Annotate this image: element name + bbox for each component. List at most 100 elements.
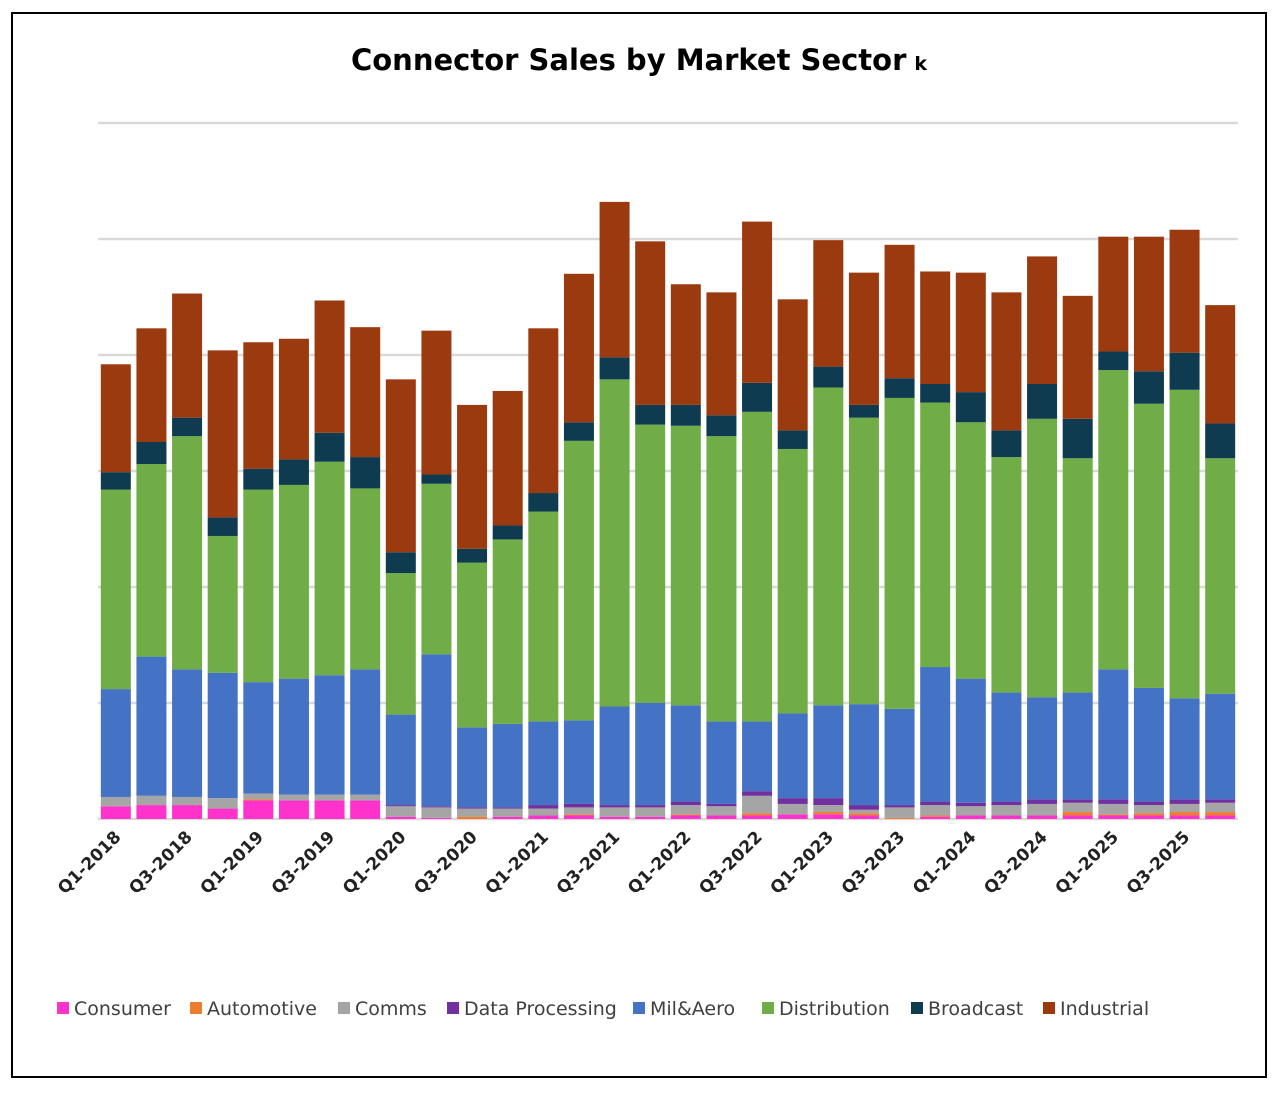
bar-broadcast-Q3-2018	[172, 417, 203, 437]
bar-data-processing-Q2-2021	[563, 803, 594, 808]
bar-distribution-Q1-2025	[1098, 370, 1129, 670]
bar-consumer-Q4-2024	[1062, 815, 1093, 819]
bar-broadcast-Q3-2019	[314, 432, 345, 462]
bar-industrial-Q4-2025	[1205, 305, 1236, 424]
bar-distribution-Q2-2025	[1133, 403, 1164, 688]
bar-distribution-Q1-2018	[100, 489, 131, 690]
bar-mil-aero-Q4-2025	[1205, 693, 1236, 800]
legend-label: Mil&Aero	[650, 998, 735, 1020]
bar-comms-Q3-2021	[599, 807, 630, 817]
x-tick-label: Q1-2025	[1052, 827, 1123, 898]
bar-automotive-Q1-2022	[670, 814, 701, 816]
bar-comms-Q3-2022	[742, 795, 773, 814]
chart-title-suffix: k	[914, 53, 927, 75]
bar-mil-aero-Q2-2022	[706, 721, 737, 804]
x-tick-label: Q3-2021	[553, 827, 624, 898]
bar-stack-Q2-2023	[848, 272, 879, 819]
bar-consumer-Q4-2020	[492, 816, 523, 819]
bar-stack-Q1-2023	[813, 240, 844, 819]
bar-stack-Q4-2020	[492, 390, 523, 819]
bar-consumer-Q1-2024	[955, 815, 986, 819]
bars	[100, 201, 1236, 819]
legend-label: Comms	[355, 998, 427, 1020]
legend-swatch	[190, 1002, 202, 1014]
bar-mil-aero-Q2-2020	[421, 654, 452, 807]
bar-industrial-Q4-2020	[492, 390, 523, 526]
bar-broadcast-Q3-2023	[884, 378, 915, 398]
bar-broadcast-Q2-2018	[136, 442, 167, 465]
bar-automotive-Q3-2020	[457, 816, 488, 819]
bar-industrial-Q4-2024	[1062, 295, 1093, 419]
bar-consumer-Q1-2022	[670, 815, 701, 819]
legend-item-data-processing: Data Processing	[447, 998, 617, 1020]
bar-mil-aero-Q3-2025	[1169, 698, 1200, 800]
x-tick-label: Q3-2018	[125, 827, 196, 898]
bar-consumer-Q3-2018	[172, 805, 203, 819]
bar-stack-Q1-2024	[955, 272, 986, 819]
bar-data-processing-Q1-2020	[385, 805, 416, 807]
bar-distribution-Q1-2019	[243, 489, 274, 683]
bar-mil-aero-Q4-2019	[350, 669, 381, 795]
legend-swatch	[762, 1002, 774, 1014]
bar-data-processing-Q2-2024	[991, 801, 1022, 806]
bar-comms-Q2-2018	[136, 795, 167, 806]
bar-stack-Q2-2024	[991, 292, 1022, 819]
bar-broadcast-Q4-2023	[920, 384, 951, 403]
bar-comms-Q2-2022	[706, 806, 737, 816]
bar-stack-Q2-2021	[563, 273, 594, 819]
bar-mil-aero-Q1-2024	[955, 678, 986, 803]
bar-stack-Q4-2022	[777, 299, 808, 819]
bar-industrial-Q1-2025	[1098, 236, 1129, 352]
bar-data-processing-Q4-2025	[1205, 799, 1236, 803]
bar-broadcast-Q3-2022	[742, 382, 773, 412]
bar-mil-aero-Q1-2025	[1098, 669, 1129, 800]
bar-distribution-Q1-2023	[813, 387, 844, 706]
bar-distribution-Q1-2021	[528, 511, 559, 722]
bar-comms-Q1-2025	[1098, 803, 1129, 815]
bar-stack-Q2-2018	[136, 328, 167, 819]
bar-automotive-Q4-2024	[1062, 812, 1093, 816]
x-tick-label: Q3-2020	[410, 827, 481, 898]
bar-automotive-Q4-2023	[920, 815, 951, 817]
bar-consumer-Q2-2020	[421, 817, 452, 819]
x-tick-label: Q1-2024	[909, 827, 980, 898]
bar-comms-Q3-2019	[314, 794, 345, 801]
bar-data-processing-Q3-2021	[599, 805, 630, 808]
bar-stack-Q3-2021	[599, 201, 630, 819]
legend-item-broadcast: Broadcast	[911, 998, 1023, 1020]
bar-stack-Q3-2019	[314, 300, 345, 819]
bar-stack-Q1-2021	[528, 328, 559, 819]
bar-distribution-Q2-2021	[563, 440, 594, 721]
bar-mil-aero-Q2-2023	[848, 704, 879, 806]
bar-data-processing-Q1-2023	[813, 798, 844, 806]
bar-data-processing-Q4-2023	[920, 801, 951, 806]
legend: Consumer Automotive Comms Data Processing Mi…	[57, 998, 1149, 1020]
bar-industrial-Q1-2019	[243, 342, 274, 469]
bar-broadcast-Q1-2021	[528, 493, 559, 512]
bar-automotive-Q3-2023	[884, 817, 915, 819]
chart-frame	[11, 12, 1267, 1078]
bar-distribution-Q4-2023	[920, 402, 951, 668]
bar-mil-aero-Q3-2021	[599, 706, 630, 806]
bar-stack-Q3-2023	[884, 244, 915, 819]
bar-comms-Q4-2024	[1062, 802, 1093, 813]
bar-consumer-Q3-2024	[1027, 815, 1058, 819]
legend-item-automotive: Automotive	[190, 998, 317, 1020]
bar-distribution-Q1-2022	[670, 425, 701, 706]
bar-distribution-Q3-2025	[1169, 389, 1200, 699]
bar-comms-Q4-2023	[920, 805, 951, 816]
bar-broadcast-Q1-2022	[670, 404, 701, 426]
bar-broadcast-Q2-2023	[848, 404, 879, 418]
bar-stack-Q2-2020	[421, 330, 452, 819]
bar-comms-Q2-2025	[1133, 805, 1164, 814]
bar-comms-Q2-2021	[563, 807, 594, 815]
bar-stack-Q3-2018	[172, 293, 203, 819]
bar-industrial-Q3-2019	[314, 300, 345, 433]
bar-stack-Q4-2025	[1205, 305, 1236, 819]
bar-comms-Q4-2018	[207, 798, 238, 809]
bar-distribution-Q2-2023	[848, 417, 879, 705]
bar-industrial-Q2-2022	[706, 292, 737, 416]
x-tick-label: Q3-2022	[695, 827, 766, 898]
bar-consumer-Q4-2022	[777, 814, 808, 819]
bar-broadcast-Q1-2023	[813, 366, 844, 388]
